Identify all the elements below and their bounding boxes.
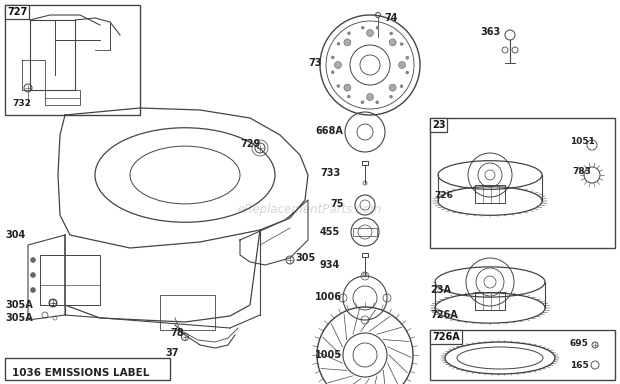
Text: eReplacementParts.com: eReplacementParts.com [238,204,382,217]
Bar [362,253,368,257]
Text: 75: 75 [330,199,343,209]
Circle shape [331,71,334,74]
Circle shape [30,288,35,293]
Circle shape [344,84,351,91]
Circle shape [400,43,403,45]
Text: 726A: 726A [430,310,458,320]
Bar [475,292,505,310]
Text: 783: 783 [572,167,591,177]
Bar [430,330,615,380]
Text: 455: 455 [320,227,340,237]
Text: 73: 73 [308,58,322,68]
Bar [362,161,368,165]
Text: 733: 733 [320,168,340,178]
Circle shape [399,61,405,68]
Circle shape [376,26,379,29]
Text: 23A: 23A [430,285,451,295]
Circle shape [335,61,342,68]
Circle shape [376,101,379,104]
Text: 363: 363 [480,27,500,37]
Text: 934: 934 [320,260,340,270]
Circle shape [389,95,392,98]
Text: 729: 729 [240,139,260,149]
Text: 305A: 305A [5,300,33,310]
Text: 1006: 1006 [315,292,342,302]
Text: 695: 695 [570,339,589,349]
Text: 305A: 305A [5,313,33,323]
Bar [5,358,170,380]
Circle shape [347,95,350,98]
Text: 304: 304 [5,230,25,240]
Circle shape [337,42,340,45]
Circle shape [406,56,409,59]
Text: 726: 726 [434,190,453,200]
Text: 23: 23 [432,120,446,130]
Bar [160,295,215,330]
Text: 78: 78 [170,328,184,338]
Circle shape [30,273,35,278]
Circle shape [344,39,351,46]
Circle shape [366,30,373,36]
Circle shape [331,56,334,59]
Text: 1051: 1051 [570,137,595,147]
Text: 37: 37 [165,348,179,358]
Circle shape [400,85,403,88]
Circle shape [389,84,396,91]
Circle shape [405,71,409,74]
Text: 165: 165 [570,361,589,369]
Circle shape [366,93,373,101]
Circle shape [361,26,364,29]
Text: 305: 305 [295,253,315,263]
Text: 668A: 668A [315,126,343,136]
Circle shape [347,32,350,35]
Circle shape [389,39,396,46]
Bar [5,5,140,115]
Circle shape [361,101,364,104]
Text: 74: 74 [384,13,397,23]
Bar [475,185,505,203]
Bar [40,255,100,305]
Text: 726A: 726A [432,332,460,342]
Text: 732: 732 [12,99,31,108]
Text: 1036 EMISSIONS LABEL: 1036 EMISSIONS LABEL [12,368,149,378]
Circle shape [390,32,392,35]
Text: 727: 727 [7,7,27,17]
Circle shape [30,258,35,263]
Text: 1005: 1005 [315,350,342,360]
Circle shape [337,84,340,88]
Bar [430,118,615,248]
Bar [353,228,377,236]
